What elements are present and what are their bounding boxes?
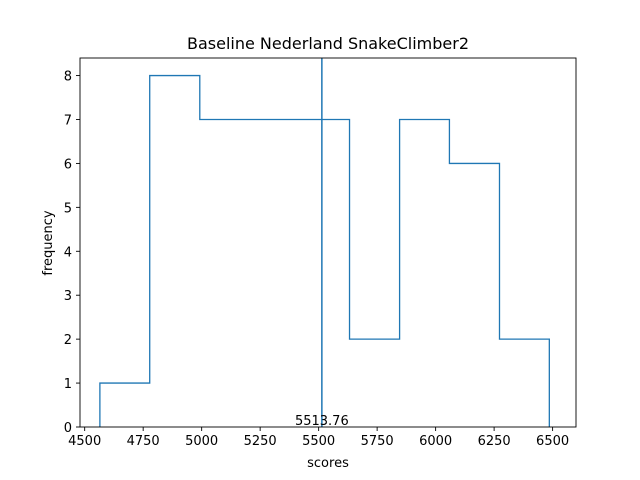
x-tick-label: 5000: [185, 434, 218, 449]
mean-label: 5513.76: [295, 414, 349, 429]
y-tick-label: 3: [64, 289, 72, 304]
x-tick-label: 6250: [478, 434, 511, 449]
y-tick-label: 0: [64, 421, 72, 436]
x-tick-label: 5250: [244, 434, 277, 449]
x-axis-label: scores: [307, 456, 349, 471]
histogram-step: [99, 74, 550, 427]
x-tick-label: 5500: [302, 434, 335, 449]
y-tick-label: 6: [64, 157, 72, 172]
x-tick-label: 4750: [127, 434, 160, 449]
plot-area: 5513.76: [79, 57, 577, 429]
y-tick-label: 5: [64, 201, 72, 216]
x-tick-label: 6500: [536, 434, 569, 449]
chart-title: Baseline Nederland SnakeClimber2: [187, 34, 469, 53]
x-axis: 4500 4750 5000 5250 5500 5750 6000 6250 6500: [68, 427, 569, 449]
y-tick-label: 1: [64, 377, 72, 392]
y-tick-label: 7: [64, 114, 72, 129]
y-tick-label: 4: [64, 245, 72, 260]
y-tick-label: 2: [64, 333, 72, 348]
x-tick-label: 6000: [419, 434, 452, 449]
x-tick-label: 4500: [68, 434, 101, 449]
y-tick-label: 8: [64, 70, 72, 85]
y-axis: 0 1 2 3 4 5 6 7 8: [64, 70, 80, 436]
y-axis-label: frequency: [41, 210, 56, 276]
x-tick-label: 5750: [361, 434, 394, 449]
axes-frame: [79, 57, 577, 428]
